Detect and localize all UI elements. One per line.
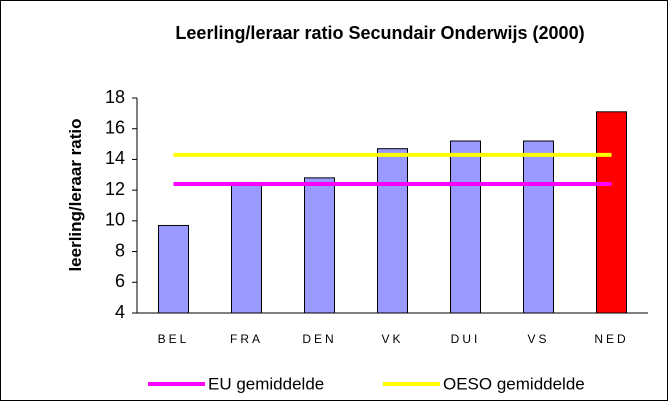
bar: [377, 148, 408, 314]
y-tick-label: 10: [105, 210, 125, 230]
bar: [596, 111, 627, 314]
y-tick-label: 18: [105, 87, 125, 107]
x-tick-label: NED: [594, 332, 628, 346]
y-tick-label: 6: [115, 271, 125, 291]
bar: [231, 181, 262, 314]
x-tick-label: DUI: [451, 332, 481, 346]
x-tick-label: VK: [381, 332, 403, 346]
x-tick-label: FRA: [230, 332, 263, 346]
x-tick-label: DEN: [302, 332, 336, 346]
bar: [523, 140, 554, 314]
y-tick-label: 16: [105, 117, 125, 137]
y-axis-label: leerling/leraar ratio: [66, 118, 85, 272]
bar: [450, 140, 481, 314]
x-tick-label: VS: [527, 332, 549, 346]
legend-label: EU gemiddelde: [208, 374, 324, 393]
x-tick-label: BEL: [158, 332, 190, 346]
y-tick-label: 14: [105, 148, 125, 168]
y-tick-label: 4: [115, 302, 125, 322]
chart-title: Leerling/leraar ratio Secundair Onderwij…: [175, 23, 585, 43]
y-tick-label: 12: [105, 179, 125, 199]
bar: [304, 177, 335, 314]
bar: [158, 224, 189, 314]
y-tick-label: 8: [115, 240, 125, 260]
legend-label: OESO gemiddelde: [443, 374, 585, 393]
